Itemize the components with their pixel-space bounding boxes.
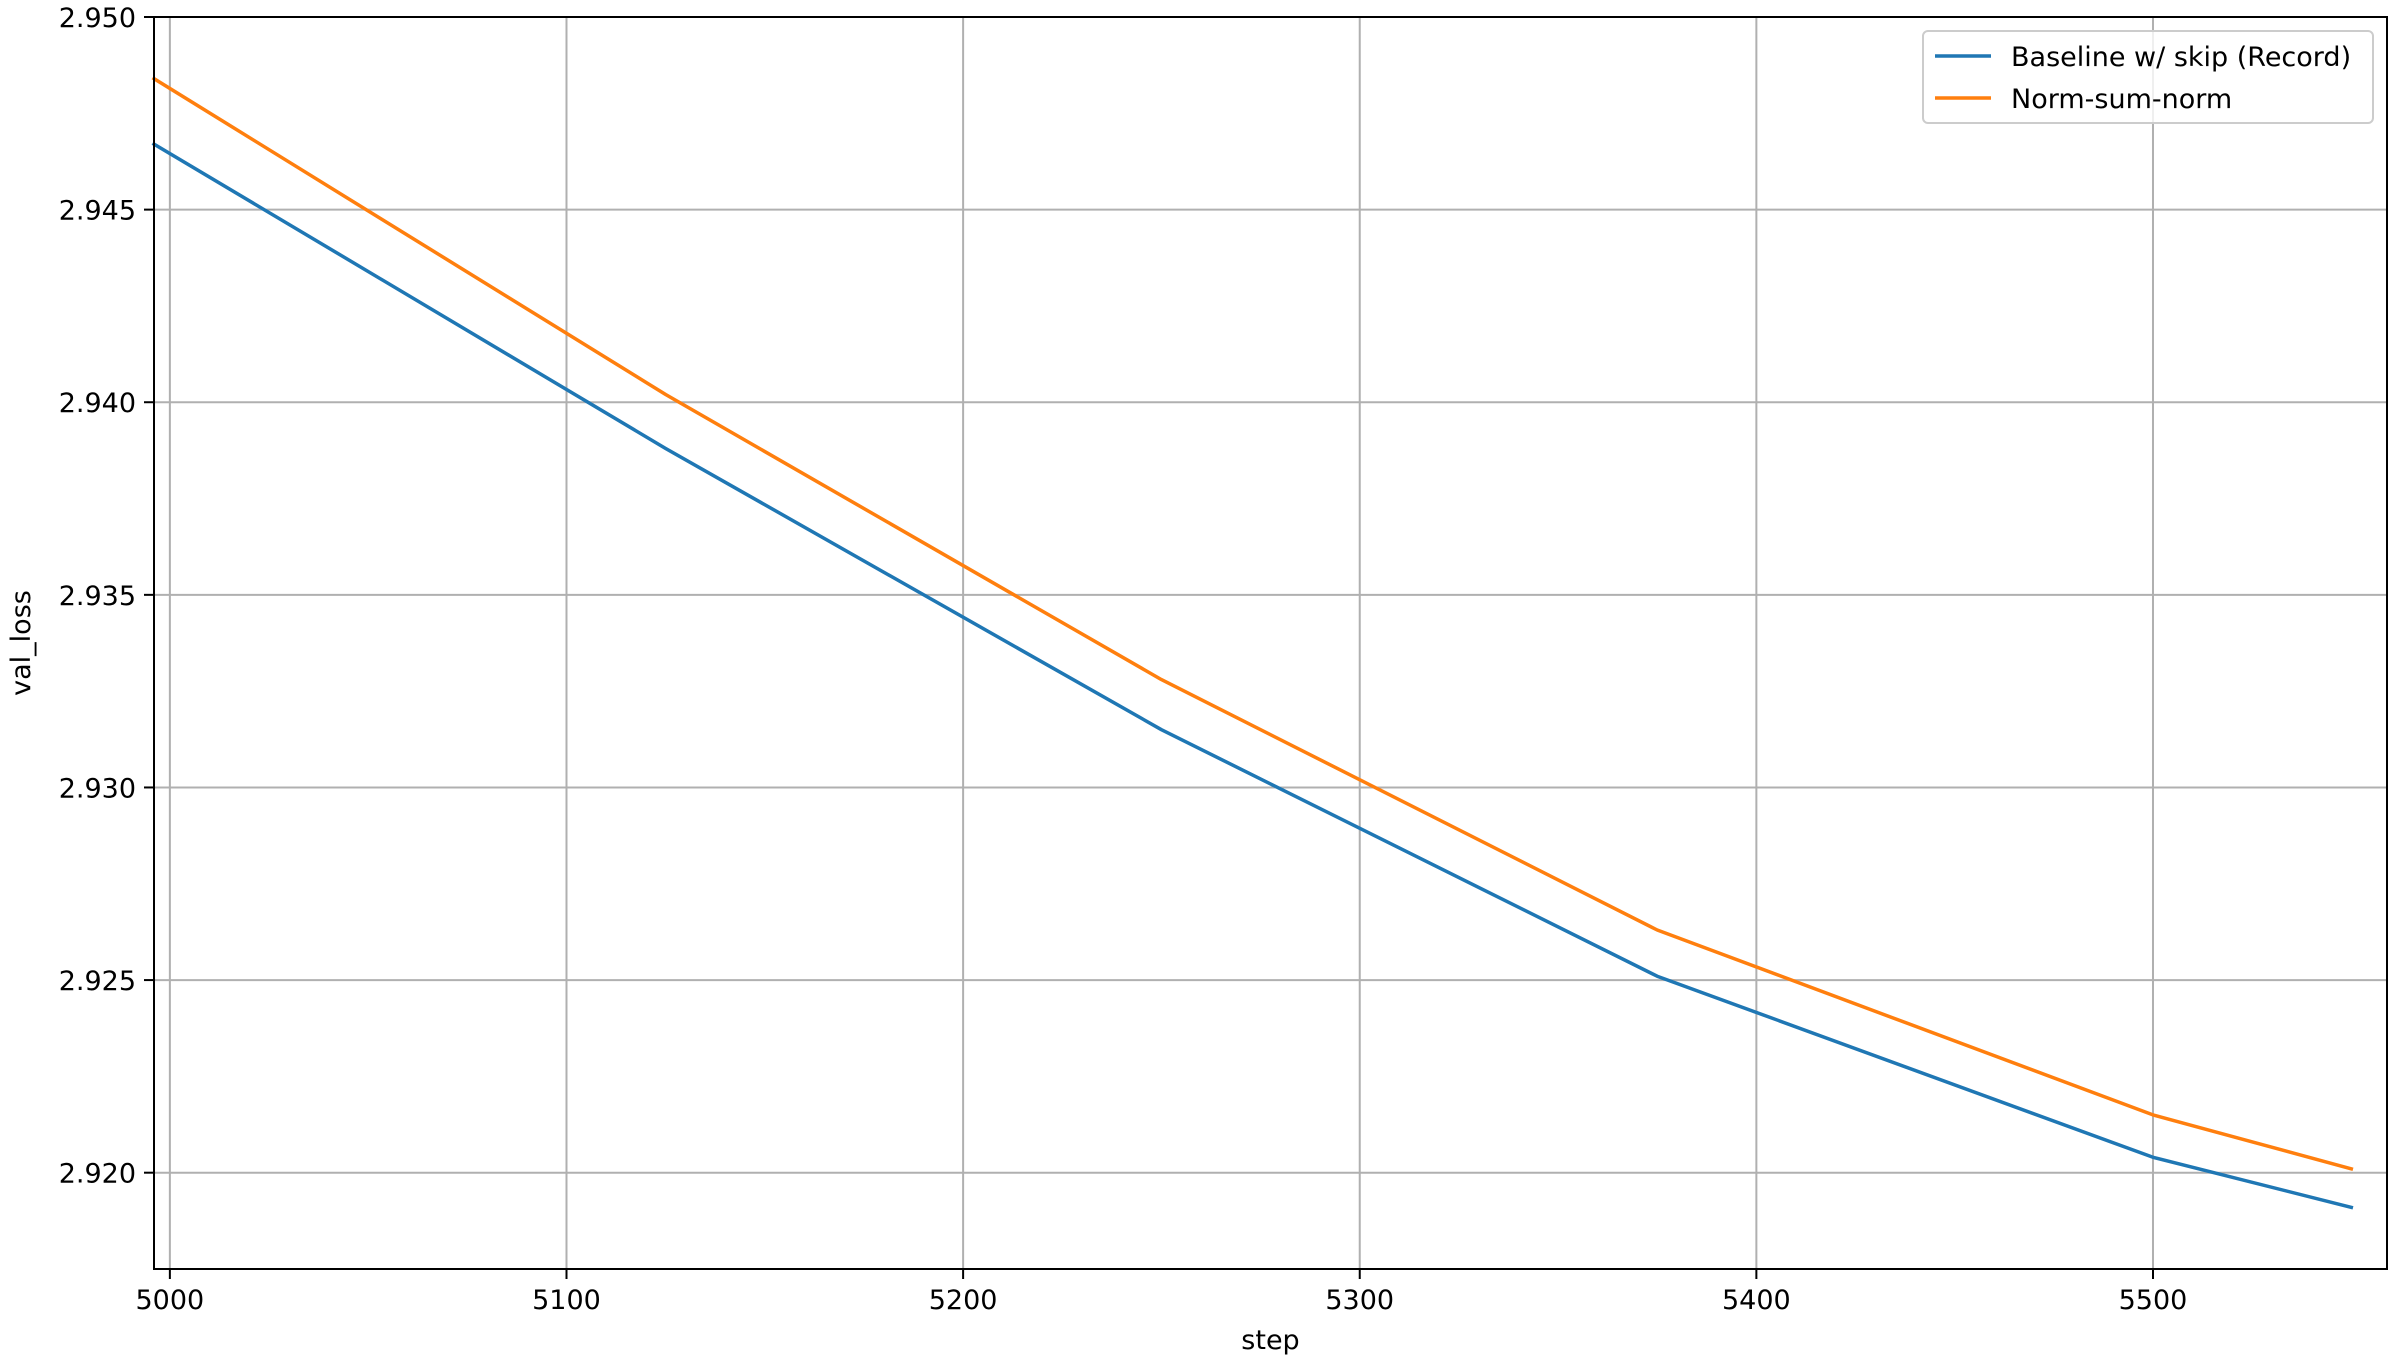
y-tick-label: 2.940 bbox=[59, 388, 136, 419]
grid-lines bbox=[154, 16, 2387, 1269]
x-tick-label: 5000 bbox=[136, 1285, 205, 1316]
y-tick-label: 2.950 bbox=[59, 3, 136, 34]
y-tick-label: 2.925 bbox=[59, 966, 136, 997]
legend-label: Baseline w/ skip (Record) bbox=[2011, 42, 2351, 73]
x-tick-label: 5200 bbox=[929, 1285, 998, 1316]
y-tick-label: 2.945 bbox=[59, 196, 136, 227]
y-tick-label: 2.935 bbox=[59, 581, 136, 612]
x-tick-label: 5300 bbox=[1325, 1285, 1394, 1316]
series-line-1 bbox=[151, 141, 2354, 1210]
legend-label: Norm-sum-norm bbox=[2011, 84, 2232, 115]
plot-area-frame bbox=[153, 16, 2388, 1270]
x-tick-label: 5500 bbox=[2119, 1285, 2188, 1316]
y-tick-label: 2.920 bbox=[59, 1159, 136, 1190]
x-tick-label: 5400 bbox=[1722, 1285, 1791, 1316]
legend: Baseline w/ skip (Record) Norm-sum-norm bbox=[1922, 30, 2374, 124]
series-line-2 bbox=[151, 76, 2354, 1171]
axis-ticks: 5000 5100 5200 5300 5400 5500 2.920 2.925 2.930 2… bbox=[59, 3, 2188, 1316]
y-tick-label: 2.930 bbox=[59, 773, 136, 804]
x-tick-label: 5100 bbox=[532, 1285, 601, 1316]
x-axis-title: step bbox=[1241, 1325, 1299, 1356]
legend-box bbox=[1922, 30, 2374, 124]
series-lines bbox=[151, 76, 2354, 1210]
y-axis-title: val_loss bbox=[6, 590, 37, 696]
